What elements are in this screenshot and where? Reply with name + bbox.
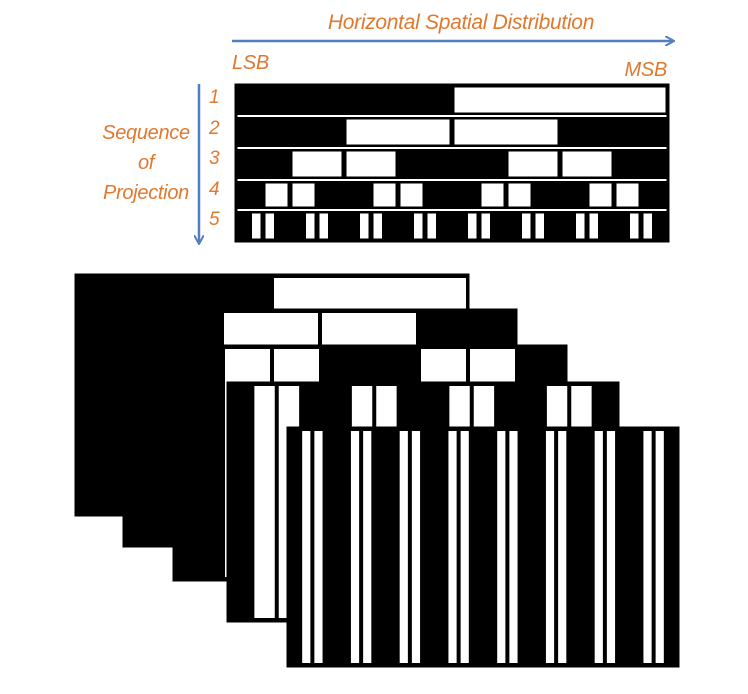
sequence-label-line2: of [138, 152, 157, 174]
frame-background [288, 428, 678, 666]
white-stripe [318, 212, 329, 240]
white-stripe [305, 212, 316, 240]
pattern-row-background [236, 117, 668, 147]
white-stripe [642, 212, 653, 240]
white-stripe [350, 431, 360, 663]
white-stripe [453, 118, 559, 146]
white-stripe [399, 182, 424, 208]
pattern-table [234, 83, 670, 243]
white-stripe [372, 182, 397, 208]
white-stripe [254, 386, 275, 618]
white-stripe [545, 431, 555, 663]
white-stripe [264, 212, 275, 240]
white-stripe [448, 431, 457, 663]
white-stripe [575, 212, 586, 240]
white-stripe [588, 182, 613, 208]
white-stripe [606, 431, 616, 663]
sequence-number-2: 2 [208, 118, 220, 139]
white-stripe [467, 212, 478, 240]
white-stripe [460, 431, 469, 663]
frame-border [286, 426, 680, 668]
pattern-row-1 [236, 85, 668, 115]
pattern-row-2 [236, 117, 668, 147]
white-stripe [372, 212, 383, 240]
white-stripe [497, 431, 506, 663]
sequence-label-line1: Sequence [102, 122, 190, 144]
white-stripe [655, 431, 664, 663]
pattern-row-background [236, 211, 668, 241]
lsb-label: LSB [232, 52, 269, 74]
sequence-number-3: 3 [209, 148, 220, 169]
projection-stack [74, 273, 680, 668]
sequence-label-line3: Projection [103, 182, 189, 204]
white-stripe [643, 431, 652, 663]
white-stripe [345, 150, 397, 178]
white-stripe [594, 431, 603, 663]
pattern-row-5 [236, 211, 668, 241]
white-stripe [453, 86, 667, 114]
white-stripe [345, 118, 451, 146]
white-stripe [588, 212, 599, 240]
projection-frame-5 [286, 426, 680, 668]
white-stripe [251, 212, 262, 240]
white-stripe [426, 212, 437, 240]
msb-label: MSB [625, 59, 667, 81]
white-stripe [359, 212, 370, 240]
white-stripe [413, 212, 424, 240]
pattern-row-3 [236, 149, 668, 179]
pattern-row-4 [236, 181, 668, 209]
white-stripe [480, 212, 491, 240]
white-stripe [480, 182, 505, 208]
sequence-number-5: 5 [209, 209, 220, 230]
white-stripe [534, 212, 545, 240]
white-stripe [561, 150, 613, 178]
white-stripe [302, 431, 311, 663]
white-stripe [615, 182, 640, 208]
white-stripe [411, 431, 421, 663]
white-stripe [291, 150, 343, 178]
white-stripe [399, 431, 408, 663]
white-stripe [509, 431, 518, 663]
white-stripe [558, 431, 567, 663]
sequence-number-4: 4 [209, 179, 219, 200]
white-stripe [314, 431, 323, 663]
white-stripe [507, 182, 532, 208]
white-stripe [507, 150, 559, 178]
white-stripe [521, 212, 532, 240]
white-stripe [363, 431, 372, 663]
sequence-number-1: 1 [209, 87, 219, 108]
horizontal-axis-label: Horizontal Spatial Distribution [328, 11, 594, 34]
white-stripe [264, 182, 289, 208]
pattern-table-border [234, 83, 670, 243]
white-stripe [291, 182, 316, 208]
white-stripe [629, 212, 640, 240]
